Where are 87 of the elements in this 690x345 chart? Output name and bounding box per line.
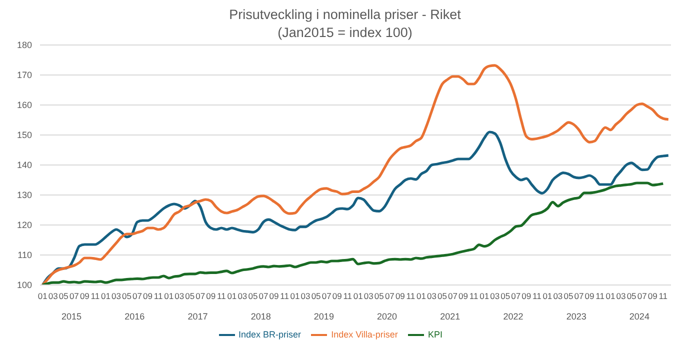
- text: 2022: [503, 311, 524, 322]
- x-tick-label: 07: [69, 291, 80, 302]
- x-tick-label: 05: [374, 291, 384, 302]
- x-tick-label: 01: [290, 291, 300, 302]
- x-tick-label: 03: [112, 291, 122, 302]
- x-tick-label: 09: [458, 291, 468, 302]
- x-tick-label: 01: [100, 291, 111, 302]
- x-tick-label: 01: [38, 291, 48, 302]
- y-tick-label: 180: [16, 40, 32, 50]
- legend-label: Index BR-priser: [238, 329, 302, 340]
- x-tick-label: 01: [542, 291, 552, 302]
- text: 2024: [629, 311, 650, 322]
- x-tick-label: 05: [500, 291, 510, 302]
- text: 2015: [62, 311, 82, 322]
- x-tick-label: 05: [248, 291, 258, 302]
- x-tick-label: 03: [364, 291, 374, 302]
- x-tick-label: 07: [448, 291, 458, 302]
- x-tick-label: 01: [164, 291, 174, 302]
- x-tick-label: 01: [606, 291, 616, 302]
- x-tick-label: 05: [626, 291, 637, 302]
- x-tick-label: 11: [596, 291, 605, 302]
- x-tick-label: 05: [122, 291, 132, 302]
- text: 2021: [440, 311, 460, 322]
- x-tick-label: 03: [300, 291, 311, 302]
- x-tick-label: 11: [217, 291, 226, 302]
- x-tick-label: 07: [132, 291, 142, 302]
- legend-label: Index Villa-priser: [331, 329, 398, 340]
- x-tick-label: 05: [564, 291, 574, 302]
- x-tick-label: 07: [322, 291, 332, 302]
- text: 2016: [124, 311, 145, 322]
- x-tick-label: 09: [395, 291, 406, 302]
- x-tick-label: 07: [511, 291, 521, 302]
- x-tick-label: 05: [438, 291, 448, 302]
- y-tick-label: 110: [18, 250, 32, 260]
- x-tick-label: 03: [427, 291, 437, 302]
- x-tick-label: 09: [206, 291, 216, 302]
- x-tick-label: 11: [343, 291, 352, 302]
- text: 2019: [314, 311, 334, 322]
- x-tick-label: 01: [227, 291, 237, 302]
- line-series: [41, 64, 670, 285]
- x-tick-label: 01: [416, 291, 426, 302]
- x-tick-label: 09: [522, 291, 532, 302]
- x-tick-label: 09: [584, 291, 594, 302]
- x-tick-label: 03: [616, 291, 626, 302]
- x-tick-label: 03: [553, 291, 563, 302]
- x-tick-label: 07: [384, 291, 395, 302]
- y-tick-label: 160: [16, 100, 32, 110]
- x-tick-label: 09: [269, 291, 279, 302]
- x-tick-label: 05: [185, 291, 195, 302]
- x-tick-label: 07: [637, 291, 648, 302]
- x-tick-label: 03: [48, 291, 58, 302]
- text: 2017: [188, 311, 208, 322]
- y-tick-label: 120: [16, 220, 32, 230]
- chart-subtitle: (Jan2015 = index 100): [276, 24, 414, 42]
- x-tick-label: 09: [648, 291, 658, 302]
- x-tick-label: 03: [490, 291, 500, 302]
- legend-label: KPI: [428, 329, 442, 340]
- y-tick-label: 130: [16, 190, 32, 200]
- x-tick-label: 11: [154, 291, 163, 302]
- x-tick-label: 07: [574, 291, 584, 302]
- x-tick-label: 09: [332, 291, 342, 302]
- x-tick-label: 11: [280, 291, 290, 302]
- x-tick-label: 07: [258, 291, 268, 302]
- line-series: [41, 130, 670, 285]
- x-tick-label: 03: [238, 291, 248, 302]
- y-tick-label: 140: [16, 160, 32, 170]
- x-tick-label: 09: [143, 291, 153, 302]
- x-tick-label: 11: [406, 291, 416, 302]
- x-tick-label: 07: [196, 291, 206, 302]
- text: 2023: [566, 311, 586, 322]
- x-tick-label: 01: [353, 291, 364, 302]
- chart-title: Prisutveckling i nominella priser - Riket: [228, 6, 462, 24]
- y-tick-label: 100: [16, 280, 32, 290]
- text: 2020: [377, 311, 398, 322]
- x-tick-label: 03: [174, 291, 184, 302]
- text: 2018: [250, 311, 271, 322]
- y-tick-label: 150: [16, 130, 32, 140]
- x-tick-label: 09: [80, 291, 90, 302]
- x-tick-label: 11: [469, 291, 478, 302]
- x-tick-label: 05: [58, 291, 69, 302]
- x-tick-label: 11: [532, 291, 542, 302]
- y-tick-label: 170: [16, 70, 32, 80]
- x-tick-label: 11: [90, 291, 100, 302]
- x-tick-label: 05: [311, 291, 322, 302]
- line-series: [41, 182, 664, 285]
- x-tick-label: 11: [658, 291, 668, 302]
- x-tick-label: 01: [480, 291, 490, 302]
